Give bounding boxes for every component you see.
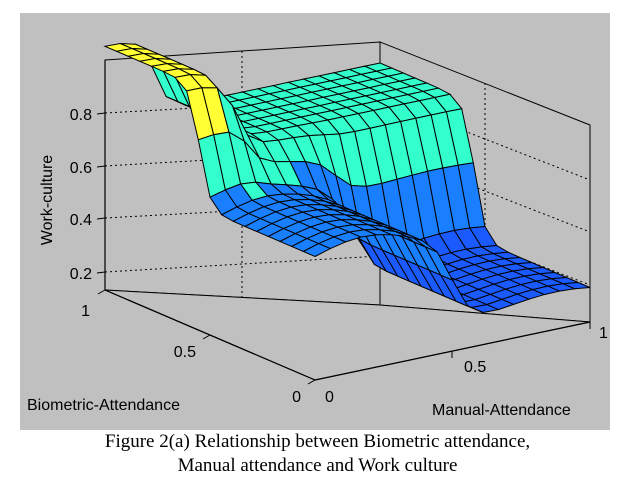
x-tick-label: 1: [599, 325, 608, 342]
z-tick-label: 0.4: [70, 212, 92, 229]
z-tick-label: 0.8: [70, 107, 92, 124]
x-tick-label: 0: [325, 389, 334, 406]
y-tick-label: 0.5: [174, 344, 196, 361]
x-axis-label: Manual-Attendance: [432, 402, 571, 419]
tick-marks: [96, 112, 591, 385]
z-tick-label: 0.2: [70, 266, 92, 283]
caption-line-1: Figure 2(a) Relationship between Biometr…: [104, 431, 531, 452]
surface-plot: [103, 42, 591, 314]
z-axis-label: Work-culture: [39, 155, 56, 245]
z-tick-label: 0.6: [70, 160, 92, 177]
surface-patch: [302, 243, 332, 258]
caption-line-2: Manual attendance and Work culture: [177, 455, 458, 476]
y-tick-label: 1: [81, 303, 90, 320]
y-axis-label: Biometric-Attendance: [27, 397, 180, 414]
y-tick-label: 0: [292, 389, 301, 406]
x-tick-label: 0.5: [464, 359, 486, 376]
figure-caption: Figure 2(a) Relationship between Biometr…: [0, 430, 635, 478]
